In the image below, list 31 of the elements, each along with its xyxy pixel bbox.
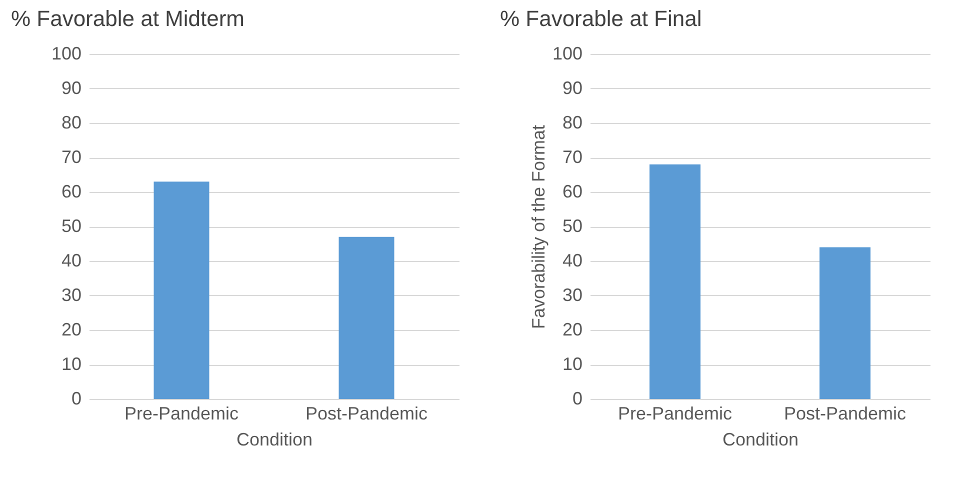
y-tick-label: 50 (562, 216, 582, 236)
x-tick-label: Post-Pandemic (784, 404, 906, 424)
chart-title: % Favorable at Final (500, 6, 702, 31)
y-tick-label: 70 (61, 147, 82, 167)
y-tick-label: 60 (562, 182, 582, 202)
y-tick-label: 100 (51, 44, 82, 64)
x-tick-label: Pre-Pandemic (124, 404, 239, 424)
y-tick-label: 90 (562, 78, 582, 98)
y-tick-label: 50 (61, 216, 82, 236)
y-axis-title: Favorability of the Format (528, 124, 548, 330)
x-tick-label: Pre-Pandemic (618, 404, 732, 424)
y-tick-label: 0 (71, 388, 82, 408)
y-tick-label: 70 (562, 147, 582, 167)
y-tick-label: 20 (562, 320, 582, 340)
y-tick-label: 30 (61, 285, 82, 305)
y-tick-label: 100 (552, 44, 582, 64)
x-axis-title: Condition (722, 430, 799, 450)
y-tick-label: 10 (61, 354, 82, 374)
x-tick-label: Post-Pandemic (305, 404, 428, 424)
y-tick-label: 40 (61, 250, 82, 270)
y-tick-label: 10 (562, 354, 582, 374)
y-tick-label: 20 (61, 320, 82, 340)
y-tick-label: 30 (562, 285, 582, 305)
y-tick-label: 40 (562, 250, 582, 270)
y-tick-label: 90 (61, 78, 82, 98)
y-tick-label: 60 (61, 182, 82, 202)
chart-title: % Favorable at Midterm (10, 6, 244, 31)
y-tick-label: 0 (572, 388, 582, 408)
x-axis-title: Condition (236, 430, 313, 450)
y-tick-label: 80 (562, 112, 582, 132)
y-tick-label: 80 (61, 112, 82, 132)
